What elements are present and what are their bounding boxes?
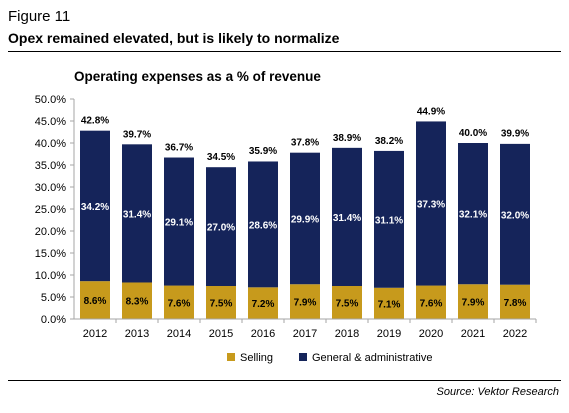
total-value-label: 39.7% (123, 129, 151, 140)
selling-value-label: 7.9% (462, 298, 485, 309)
legend-swatch-general-admin (299, 353, 307, 361)
bar-selling-2021 (458, 284, 488, 319)
legend: Selling General & administrative (227, 352, 432, 364)
bars: 8.6% 34.2% 42.8% 8.3% 31.4% 39.7% 7.6% 29.1% 36.… (80, 106, 530, 319)
bar-general-admin-2016 (248, 161, 278, 288)
x-tick-label: 2014 (167, 328, 191, 340)
y-tick-label: 30.0% (35, 182, 66, 194)
bar-selling-2019 (374, 287, 404, 319)
figure-title: Opex remained elevated, but is likely to… (8, 30, 340, 46)
bottom-divider (8, 380, 561, 381)
bar-general-admin-2012 (80, 130, 110, 282)
bar-general-admin-2022 (500, 143, 530, 285)
y-tick-label: 20.0% (35, 226, 66, 238)
y-tick-label: 15.0% (35, 248, 66, 260)
bar-selling-2016 (248, 287, 278, 319)
selling-value-label: 7.6% (420, 298, 443, 309)
x-axis: 2012 2013 2014 2015 2016 2017 2018 2019 2020 2021… (74, 318, 537, 340)
total-value-label: 38.9% (333, 133, 361, 144)
general-admin-value-label: 34.2% (81, 202, 109, 213)
total-value-label: 34.5% (207, 152, 235, 163)
y-tick-label: 25.0% (35, 204, 66, 216)
selling-value-label: 7.1% (378, 299, 401, 310)
bar-general-admin-2018 (332, 147, 362, 286)
selling-value-label: 7.8% (504, 298, 527, 309)
bar-selling-2013 (122, 282, 152, 319)
bar-general-admin-2021 (458, 143, 488, 285)
x-tick-label: 2021 (461, 328, 485, 340)
bar-general-admin-2014 (164, 157, 194, 286)
legend-swatch-selling (227, 353, 235, 361)
total-value-label: 35.9% (249, 146, 277, 157)
y-tick-label: 35.0% (35, 160, 66, 172)
x-tick-label: 2022 (503, 328, 527, 340)
selling-value-label: 7.9% (294, 298, 317, 309)
general-admin-value-label: 28.6% (249, 220, 277, 231)
x-tick-label: 2017 (293, 328, 317, 340)
y-tick-label: 10.0% (35, 270, 66, 282)
bar-selling-2012 (80, 281, 110, 319)
general-admin-value-label: 32.1% (459, 210, 487, 221)
total-value-label: 44.9% (417, 106, 445, 117)
bar-selling-2020 (416, 285, 446, 319)
x-tick-label: 2013 (125, 328, 149, 340)
bar-general-admin-2020 (416, 121, 446, 286)
x-tick-label: 2015 (209, 328, 233, 340)
general-admin-value-label: 31.4% (333, 213, 361, 224)
general-admin-value-label: 32.0% (501, 210, 529, 221)
y-axis: 0.0% 5.0% 10.0% 15.0% 20.0% 25.0% 30.0% 35.0% 40… (35, 94, 75, 326)
bar-selling-2015 (206, 286, 236, 319)
bar-general-admin-2013 (122, 144, 152, 283)
x-tick-label: 2012 (83, 328, 107, 340)
bar-selling-2018 (332, 286, 362, 319)
figure-number: Figure 11 (8, 8, 71, 25)
selling-value-label: 8.6% (84, 296, 107, 307)
selling-value-label: 7.6% (168, 298, 191, 309)
legend-label-selling: Selling (240, 352, 273, 364)
bar-general-admin-2019 (374, 150, 404, 288)
bar-selling-2022 (500, 284, 530, 319)
total-value-label: 37.8% (291, 138, 319, 149)
general-admin-value-label: 37.3% (417, 200, 445, 211)
x-tick-label: 2016 (251, 328, 275, 340)
total-value-label: 38.2% (375, 136, 403, 147)
source-note: Source: Vektor Research (436, 386, 559, 398)
general-admin-value-label: 31.1% (375, 215, 403, 226)
total-value-label: 40.0% (459, 128, 487, 139)
y-tick-label: 5.0% (41, 292, 66, 304)
y-tick-label: 45.0% (35, 116, 66, 128)
y-tick-label: 0.0% (41, 314, 66, 326)
bar-general-admin-2017 (290, 152, 320, 285)
legend-label-general-admin: General & administrative (312, 352, 432, 364)
top-divider (8, 51, 561, 52)
bar-general-admin-2015 (206, 167, 236, 286)
selling-value-label: 7.5% (336, 299, 359, 310)
y-tick-label: 50.0% (35, 94, 66, 106)
chart-title: Operating expenses as a % of revenue (74, 69, 321, 84)
selling-value-label: 7.2% (252, 299, 275, 310)
x-tick-label: 2020 (419, 328, 443, 340)
general-admin-value-label: 29.1% (165, 218, 193, 229)
selling-value-label: 7.5% (210, 299, 233, 310)
bar-selling-2014 (164, 285, 194, 319)
general-admin-value-label: 27.0% (207, 223, 235, 234)
x-tick-label: 2019 (377, 328, 401, 340)
total-value-label: 42.8% (81, 116, 109, 127)
total-value-label: 39.9% (501, 128, 529, 139)
y-tick-label: 40.0% (35, 138, 66, 150)
total-value-label: 36.7% (165, 143, 193, 154)
general-admin-value-label: 29.9% (291, 214, 319, 225)
selling-value-label: 8.3% (126, 297, 149, 308)
general-admin-value-label: 31.4% (123, 209, 151, 220)
x-tick-label: 2018 (335, 328, 359, 340)
bar-selling-2017 (290, 284, 320, 319)
